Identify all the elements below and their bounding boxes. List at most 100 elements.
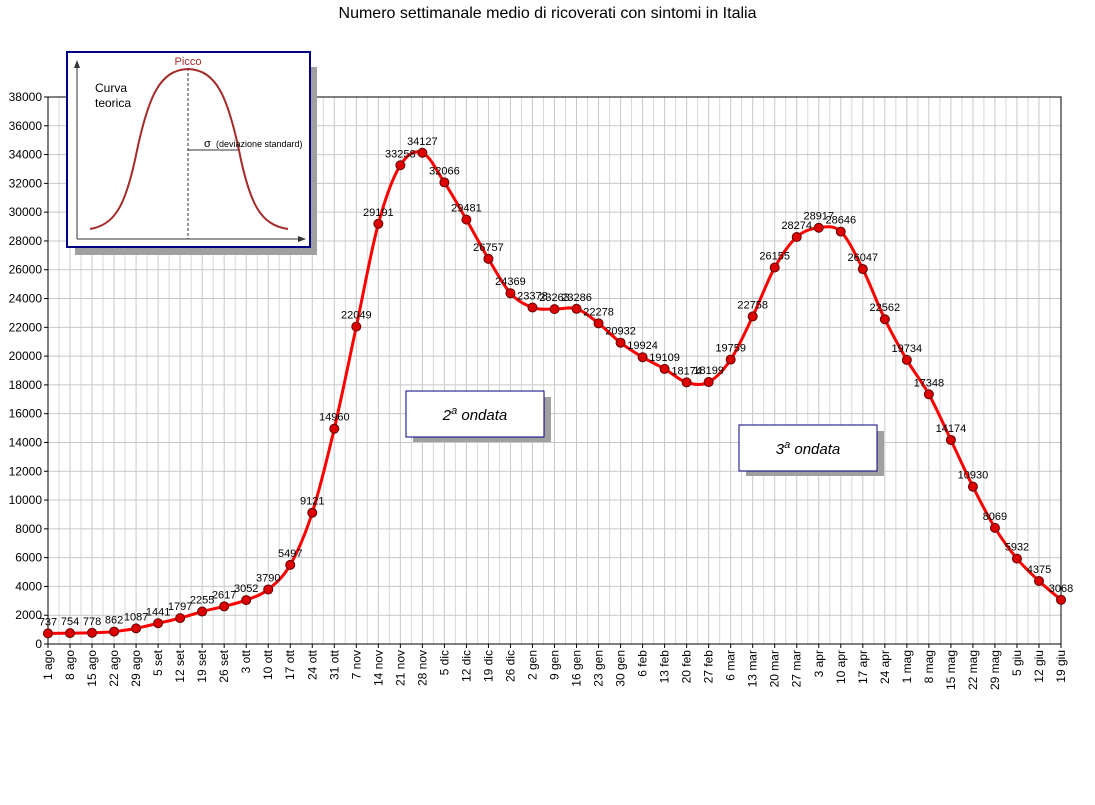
data-point — [307, 507, 318, 518]
x-tick-label: 26 dic — [503, 650, 517, 682]
data-point — [901, 354, 912, 365]
x-tick-label: 22 mag — [966, 650, 980, 690]
data-label: 19924 — [627, 340, 658, 352]
data-point — [703, 377, 714, 388]
data-point — [945, 434, 956, 445]
data-point — [791, 232, 802, 243]
data-label: 19734 — [892, 343, 923, 355]
data-point — [1033, 576, 1044, 587]
x-tick-label: 6 feb — [636, 650, 650, 677]
annotation-second-wave-text: ondata — [457, 407, 507, 424]
x-tick-label: 17 apr — [856, 650, 870, 684]
data-point — [87, 627, 98, 638]
y-tick-label: 34000 — [9, 148, 43, 162]
data-label: 28917 — [803, 211, 834, 223]
y-tick-label: 18000 — [9, 378, 43, 392]
data-label: 18174 — [671, 365, 702, 377]
data-label: 754 — [61, 616, 79, 628]
data-point — [549, 304, 560, 315]
data-point — [439, 177, 450, 188]
annotation-second-wave-number: 2 — [442, 407, 452, 424]
x-tick-label: 1 mag — [900, 650, 914, 683]
y-tick-label: 14000 — [9, 435, 43, 449]
x-tick-label: 10 apr — [834, 650, 848, 684]
data-label: 1087 — [124, 611, 148, 623]
data-point — [505, 288, 516, 299]
data-point — [747, 311, 758, 322]
data-label: 34127 — [407, 136, 438, 148]
data-label: 8069 — [983, 511, 1007, 523]
x-tick-label: 19 set — [195, 649, 209, 682]
y-tick-label: 2000 — [15, 608, 42, 622]
inset-curve-label-2: teorica — [95, 96, 131, 110]
x-tick-label: 21 nov — [393, 650, 407, 686]
data-label: 778 — [83, 616, 101, 628]
x-tick-label: 28 nov — [415, 650, 429, 686]
y-tick-label: 6000 — [15, 551, 42, 565]
data-point — [461, 214, 472, 225]
data-point — [373, 218, 384, 229]
x-tick-label: 27 feb — [702, 650, 716, 684]
x-tick-label: 20 mar — [768, 650, 782, 687]
data-point — [967, 481, 978, 492]
x-tick-label: 12 giu — [1032, 650, 1046, 683]
svg-text:2a ondata: 2a ondata — [442, 405, 508, 424]
data-label: 737 — [39, 616, 57, 628]
inset-curve-label-1: Curva — [95, 81, 127, 95]
x-tick-label: 2 gen — [525, 650, 539, 680]
annotation-third-wave-number: 3 — [776, 441, 785, 458]
x-tick-label: 5 set — [151, 649, 165, 676]
data-point — [1011, 553, 1022, 564]
data-point — [571, 303, 582, 314]
y-tick-label: 32000 — [9, 176, 43, 190]
data-label: 2617 — [212, 589, 236, 601]
x-tick-label: 1 ago — [41, 650, 55, 680]
data-label: 10930 — [958, 470, 989, 482]
inset-sigma-text: (deviazione standard) — [216, 139, 303, 149]
data-point — [1056, 594, 1066, 605]
data-point — [879, 314, 890, 325]
data-points — [43, 147, 1066, 639]
inset-theoretical-curve: Picco Curva teorica σ (deviazione standa… — [66, 51, 317, 255]
inset-bell-curve — [89, 67, 289, 230]
y-tick-label: 38000 — [9, 90, 43, 104]
y-tick-label: 0 — [35, 637, 42, 651]
annotation-third-wave: 3a ondata — [738, 424, 884, 476]
data-point — [483, 253, 494, 264]
data-label: 28274 — [781, 220, 812, 232]
data-point — [153, 618, 164, 629]
data-label: 19759 — [715, 343, 746, 355]
data-point — [857, 264, 868, 275]
data-label: 5497 — [278, 548, 302, 560]
data-label: 3068 — [1049, 583, 1073, 595]
data-point — [109, 626, 120, 637]
y-tick-label: 8000 — [15, 522, 42, 536]
data-label: 3790 — [256, 572, 280, 584]
data-label: 862 — [105, 615, 123, 627]
x-tick-label: 8 mag — [922, 650, 936, 683]
x-tick-label: 5 dic — [437, 650, 451, 675]
x-tick-label: 29 mag — [988, 650, 1002, 690]
annotation-second-wave: 2a ondata — [405, 390, 551, 442]
x-tick-label: 29 ago — [129, 650, 143, 687]
x-tick-label: 23 gen — [592, 650, 606, 687]
data-point — [263, 584, 274, 595]
data-label: 26155 — [759, 251, 790, 263]
data-point — [813, 222, 824, 233]
annotation-second-wave-sup: a — [451, 405, 457, 417]
x-tick-label: 19 giu — [1054, 650, 1068, 683]
data-point — [241, 595, 252, 606]
data-label: 24369 — [495, 276, 526, 288]
data-point — [329, 423, 340, 434]
x-tick-label: 19 dic — [481, 650, 495, 682]
data-point — [835, 226, 846, 237]
y-tick-label: 24000 — [9, 292, 43, 306]
data-label: 26757 — [473, 242, 504, 254]
data-point — [637, 352, 648, 363]
data-point — [989, 522, 1000, 533]
data-label: 22562 — [870, 302, 901, 314]
data-label: 17348 — [914, 377, 945, 389]
x-tick-label: 8 ago — [63, 650, 77, 680]
x-tick-label: 24 ott — [305, 649, 319, 680]
